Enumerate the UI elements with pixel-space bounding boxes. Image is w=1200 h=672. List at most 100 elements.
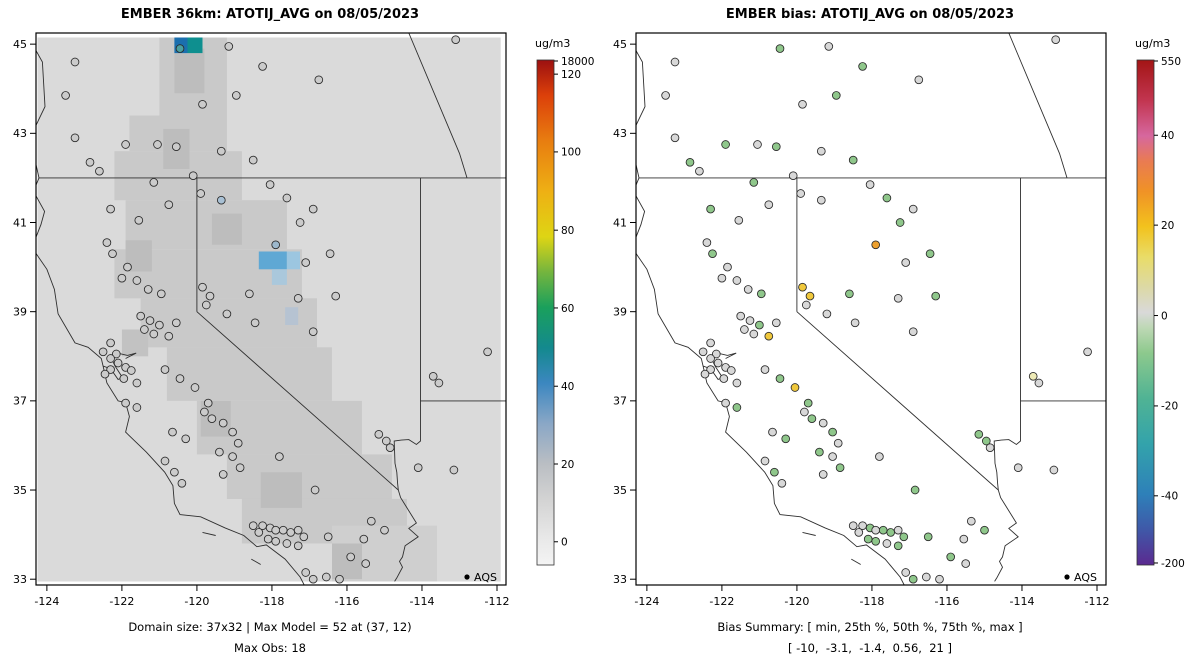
raster-cell [258, 251, 287, 270]
station-point [126, 366, 136, 375]
station-point [1051, 35, 1061, 45]
colorbar-tick-label: 120 [561, 69, 581, 81]
station-point [863, 534, 873, 544]
raster-cell [226, 454, 392, 499]
station-point [745, 316, 755, 325]
y-axis-tick-label: 43 [613, 127, 627, 140]
raster-cell [271, 269, 287, 285]
station-point [721, 140, 730, 149]
x-axis-tick-label: -122 [109, 595, 134, 608]
model-map-chart: -124 -122 -120 -118 -116 -114 -112 33 35 37 39 41 43… [13, 32, 594, 608]
station-point [850, 318, 860, 328]
colorbar-tick-label: 18000 [561, 56, 594, 68]
station-point [848, 155, 858, 165]
station-point [901, 568, 911, 577]
station-point [308, 204, 318, 214]
station-point [749, 178, 759, 187]
station-point [177, 478, 187, 488]
station-point [833, 438, 843, 448]
station-point [70, 57, 80, 67]
colorbar-units-label: ug/m3 [535, 37, 570, 50]
station-point [331, 291, 341, 301]
state-border [196, 311, 419, 582]
station-point [713, 358, 723, 368]
station-point [293, 525, 303, 535]
station-point [188, 171, 198, 181]
station-point [140, 325, 149, 334]
station-point [385, 443, 395, 453]
station-point [871, 525, 881, 535]
colorbar-tick-label: -40 [1161, 491, 1178, 503]
station-point [228, 452, 237, 461]
station-point [935, 574, 944, 584]
station-point [207, 414, 217, 424]
station-point [100, 369, 110, 379]
station-point [732, 403, 742, 412]
station-point [198, 99, 207, 109]
colorbar-tick-label: 20 [1161, 220, 1174, 232]
station-point [749, 329, 759, 339]
aqs-legend-dot [464, 574, 470, 580]
station-point [695, 166, 704, 176]
station-point [981, 436, 991, 446]
station-point [706, 365, 715, 374]
station-point [61, 91, 70, 100]
state-border [251, 558, 261, 565]
station-point [265, 180, 275, 189]
station-point [764, 200, 774, 210]
raster-cell [285, 307, 299, 325]
raster-cell [187, 37, 203, 54]
station-point [168, 427, 177, 437]
station-point [106, 338, 115, 348]
station-point [271, 240, 281, 250]
x-axis-tick-label: -114 [409, 595, 434, 608]
station-point [845, 289, 854, 299]
station-point [428, 371, 438, 381]
state-border [36, 49, 305, 585]
colorbar-tick-label: 20 [561, 459, 574, 471]
station-point [175, 44, 185, 53]
station-point [768, 427, 777, 437]
state-border [393, 177, 421, 491]
station-point [310, 485, 320, 495]
aqs-legend-dot [1064, 574, 1070, 580]
station-point [895, 218, 905, 227]
station-point [886, 528, 896, 537]
state-border [851, 558, 861, 565]
station-point [698, 347, 708, 357]
raster-cell [332, 543, 362, 580]
station-point [85, 157, 95, 167]
station-point [175, 374, 185, 383]
station-point [882, 539, 892, 548]
colorbar [536, 59, 555, 566]
station-point [790, 383, 800, 392]
colorbar-tick-label: 100 [561, 147, 581, 159]
station-point [764, 331, 774, 341]
station-point [1028, 371, 1038, 381]
station-point [113, 358, 123, 368]
station-point [123, 262, 132, 272]
station-point [205, 291, 215, 301]
station-point [865, 180, 875, 189]
station-point [263, 534, 273, 544]
state-border [802, 531, 816, 536]
state-border [796, 311, 1019, 582]
station-point [119, 374, 129, 383]
station-point [346, 552, 356, 562]
station-point [200, 407, 209, 417]
station-point [893, 541, 903, 551]
y-axis-tick-label: 39 [613, 305, 627, 318]
station-point [1083, 347, 1092, 357]
station-point [980, 525, 989, 535]
station-point [974, 429, 984, 439]
station-point [434, 378, 444, 388]
station-point [171, 318, 181, 328]
y-axis-tick-label: 39 [13, 305, 27, 318]
station-point [224, 42, 234, 51]
station-point [314, 75, 324, 85]
station-point [726, 366, 736, 375]
station-point [1034, 378, 1044, 388]
station-point [908, 204, 918, 214]
station-point [282, 539, 292, 548]
station-point [271, 536, 281, 546]
